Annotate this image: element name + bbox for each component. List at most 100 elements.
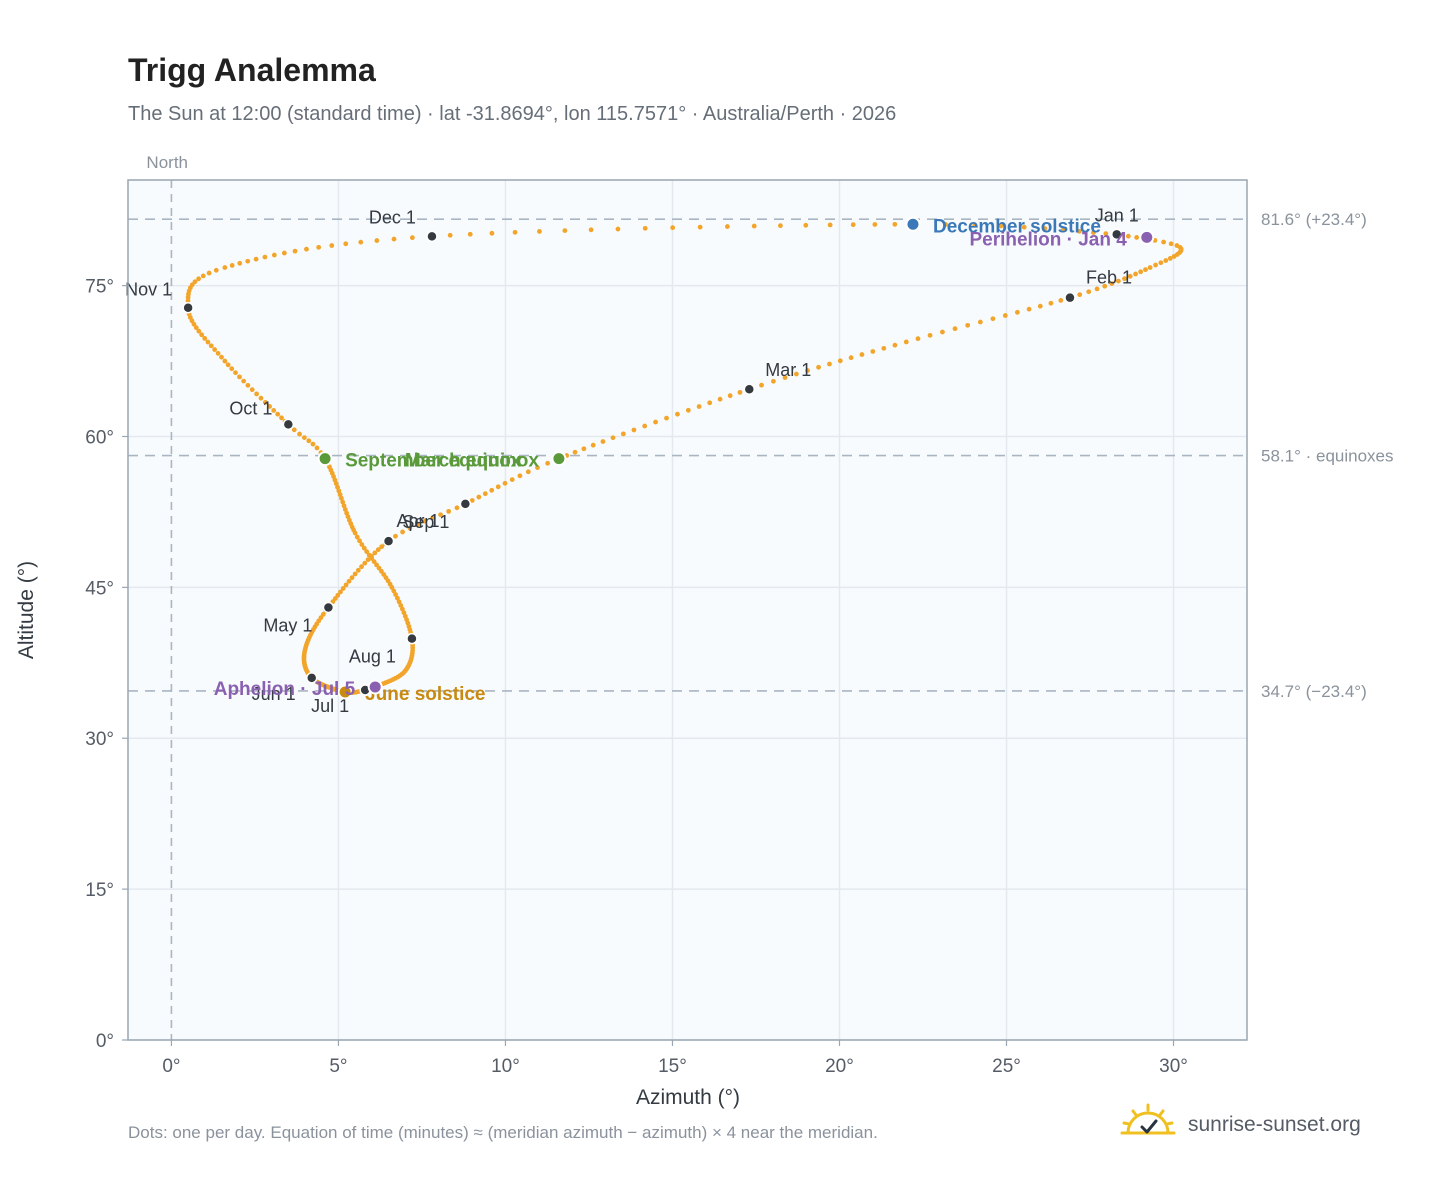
daily-sun-dot (1127, 273, 1133, 279)
daily-sun-dot (379, 544, 385, 550)
daily-sun-dot (727, 393, 733, 399)
daily-sun-dot (870, 349, 876, 354)
x-tick-label: 5° (329, 1056, 347, 1077)
daily-sun-dot (399, 606, 405, 612)
reference-lines: 81.6° (+23.4°) 58.1° · equinoxes 34.7° (−2… (128, 180, 1394, 1040)
reference-line-label: 34.7° (−23.4°) (1261, 682, 1367, 701)
daily-sun-dot (837, 358, 843, 364)
daily-sun-dot (430, 515, 436, 521)
daily-sun-dot (952, 326, 958, 332)
daily-sun-dot (343, 582, 349, 588)
daily-sun-dot (642, 423, 648, 429)
daily-sun-dot (422, 518, 428, 524)
daily-sun-dot (1048, 300, 1054, 306)
daily-sun-dot (476, 494, 482, 500)
daily-sun-dot (1158, 260, 1164, 266)
event-label: Perihelion · Jan 4 (969, 229, 1127, 250)
daily-sun-dot (771, 378, 776, 384)
daily-sun-dot (778, 223, 783, 229)
daily-sun-dot (850, 222, 856, 228)
daily-sun-dot (1076, 228, 1082, 234)
daily-sun-dot (1122, 276, 1127, 282)
month-label: Jun 1 (252, 684, 296, 704)
daily-sun-dot (359, 542, 365, 547)
month-label: Nov 1 (125, 280, 172, 300)
daily-sun-dot (581, 446, 587, 452)
daily-sun-dot (241, 378, 247, 384)
y-tick-label: 30° (85, 729, 114, 750)
daily-sun-dot (279, 415, 284, 421)
plot-background (128, 180, 1247, 1040)
daily-sun-dot (943, 222, 948, 227)
daily-sun-dot (631, 427, 637, 433)
daily-sun-dot (927, 332, 933, 338)
daily-sun-dot (446, 508, 452, 514)
x-tick-label: 30° (1159, 1056, 1188, 1077)
daily-sun-dot (329, 243, 335, 248)
markers: Jan 1 Feb 1 Mar 1 Apr 1 May 1 Jun 1 Jul 1 Aug 1… (125, 205, 1155, 716)
daily-sun-dot (940, 329, 945, 335)
month-label: Aug 1 (349, 647, 396, 667)
event-marker (367, 679, 383, 695)
month-marker (459, 498, 472, 510)
daily-sun-dot (892, 221, 898, 227)
daily-sun-dot (915, 336, 921, 342)
x-tick-label: 0° (162, 1056, 180, 1077)
daily-sun-dot (1103, 231, 1109, 237)
daily-sun-dot (297, 431, 302, 437)
daily-sun-dot (535, 465, 540, 471)
daily-sun-dot (675, 411, 680, 417)
daily-sun-dot (1116, 278, 1121, 284)
daily-sun-dot (509, 477, 515, 482)
daily-sun-dot (371, 559, 377, 565)
daily-sun-dot (337, 492, 343, 497)
daily-sun-dot (1163, 258, 1169, 263)
daily-sun-dot (362, 560, 368, 566)
y-tick-label: 15° (85, 880, 114, 901)
daily-sun-dot (359, 564, 364, 570)
daily-sun-dot (208, 343, 214, 349)
daily-sun-dot (202, 335, 208, 341)
daily-sun-dot (245, 258, 251, 264)
daily-sun-dot (185, 298, 191, 304)
daily-sun-dot (482, 491, 488, 497)
chart-subtitle: The Sun at 12:00 (standard time) · lat -… (128, 103, 897, 125)
month-marker (406, 632, 418, 645)
daily-sun-dot (1042, 226, 1048, 231)
month-label: Apr 1 (397, 511, 440, 531)
daily-sun-dot (364, 549, 370, 555)
daily-sun-dot (903, 339, 909, 345)
daily-sun-dot (545, 460, 551, 466)
chart-title: Trigg Analemma (128, 52, 376, 88)
daily-sun-dot (1161, 239, 1167, 245)
event-label: Aphelion · Jul 5 (214, 679, 356, 700)
daily-sun-dot (1109, 281, 1115, 286)
daily-sun-dot (196, 276, 201, 282)
month-label: Jul 1 (311, 696, 349, 716)
footnote: Dots: one per day. Equation of time (min… (128, 1123, 878, 1142)
brand-logo[interactable]: sunrise-sunset.org (1120, 1100, 1361, 1150)
daily-sun-dot (859, 352, 865, 357)
daily-sun-dot (653, 419, 658, 425)
daily-sun-dot (233, 370, 238, 376)
daily-sun-dot (249, 387, 255, 393)
daily-sun-dot (572, 449, 578, 455)
daily-sun-dot (525, 469, 531, 475)
daily-sun-dot (469, 498, 475, 503)
daily-sun-dot (590, 442, 596, 448)
daily-sun-dot (193, 325, 199, 331)
x-tick-label: 15° (658, 1056, 687, 1077)
daily-sun-dot (306, 438, 312, 444)
x-tick-label: 20° (825, 1056, 854, 1077)
event-label: March equinox (405, 451, 540, 472)
y-tick-label: 75° (85, 277, 114, 298)
month-label: Sep 1 (402, 512, 449, 532)
month-marker (382, 535, 395, 547)
daily-sun-dot (229, 263, 235, 268)
daily-sun-dot (1133, 271, 1138, 277)
daily-sun-dot (237, 374, 242, 380)
daily-sun-dot (292, 248, 298, 254)
daily-sun-dot (1058, 298, 1064, 303)
daily-sun-dot (1094, 286, 1100, 292)
month-label: Feb 1 (1086, 268, 1132, 288)
